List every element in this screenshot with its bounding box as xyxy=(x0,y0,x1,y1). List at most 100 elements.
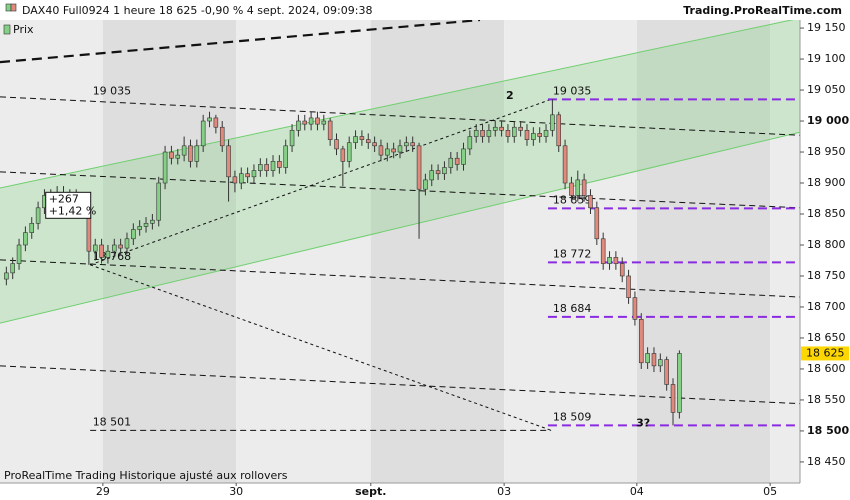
candle-body xyxy=(334,139,339,150)
x-tick-label: 30 xyxy=(229,485,243,498)
candle-body xyxy=(505,130,511,137)
candle-body xyxy=(156,182,161,221)
candle-body xyxy=(442,167,447,175)
candle-body xyxy=(594,207,600,240)
y-tick-label: 18 850 xyxy=(807,207,846,220)
y-tick-label: 19 150 xyxy=(807,21,846,34)
y-tick-label: 18 500 xyxy=(807,424,849,437)
y-tick-label: 18 450 xyxy=(807,455,846,468)
y-tick-label: 19 100 xyxy=(807,52,846,65)
candle-body xyxy=(651,353,657,367)
candle-body xyxy=(391,148,396,153)
candle-body xyxy=(645,353,650,364)
candle-body xyxy=(162,151,168,184)
candle-body xyxy=(550,114,555,131)
level-label: 18 859 xyxy=(553,193,592,206)
candle-body xyxy=(213,117,219,128)
y-tick-label: 18 750 xyxy=(807,269,846,282)
x-tick-label: 05 xyxy=(763,485,777,498)
chart-title: DAX40 Full0924 1 heure 18 625 -0,90 % 4 … xyxy=(22,4,372,17)
candle-body xyxy=(512,126,517,137)
candle-body xyxy=(658,359,663,367)
legend-swatch xyxy=(3,24,11,35)
line-label: 18 768 xyxy=(93,250,132,263)
candle-body xyxy=(188,145,193,162)
change-text: +1,42 % xyxy=(49,204,97,217)
candle-body xyxy=(359,136,365,140)
change-box xyxy=(45,191,92,219)
level-label: 18 684 xyxy=(553,302,592,315)
candle-body xyxy=(92,244,98,252)
candle-body xyxy=(435,170,441,175)
footer: ProRealTime Trading Historique ajusté au… xyxy=(4,469,288,482)
candle-body xyxy=(105,250,111,258)
candle-body xyxy=(632,297,638,320)
day-band xyxy=(236,20,371,483)
candle-body xyxy=(296,120,301,131)
candle-body xyxy=(245,173,250,178)
candle-body xyxy=(251,170,257,178)
annotation: 2 xyxy=(506,89,514,102)
candle-body xyxy=(499,126,504,131)
x-tick-label: 29 xyxy=(96,485,110,498)
candle-body xyxy=(454,157,460,165)
candle-body xyxy=(10,263,15,274)
y-tick-label: 18 700 xyxy=(807,300,846,313)
candle-body xyxy=(346,142,352,162)
candle-body xyxy=(207,117,212,122)
plot-area: 19 035 18 859 18 772 18 684 18 509 19 035 18 7… xyxy=(0,20,800,483)
y-tick-label: 18 950 xyxy=(807,145,846,158)
candle-body xyxy=(124,238,130,249)
candle-body xyxy=(429,170,435,181)
candle-body xyxy=(232,176,238,184)
candle-body xyxy=(226,145,231,178)
candle-body xyxy=(372,142,377,147)
candle-body xyxy=(264,164,269,171)
candle-body xyxy=(467,136,473,150)
candle-body xyxy=(518,126,523,131)
x-tick-label: 03 xyxy=(497,485,511,498)
candle-body xyxy=(289,130,295,147)
candle-body xyxy=(277,161,282,168)
candle-body xyxy=(270,161,276,171)
candle-body xyxy=(600,238,606,264)
trendline xyxy=(0,96,800,136)
candle-body xyxy=(200,120,206,147)
candle-body xyxy=(537,133,542,137)
candle-body xyxy=(569,182,574,196)
candle-body xyxy=(112,244,117,252)
level-label: 18 772 xyxy=(553,247,592,260)
candle-body xyxy=(664,359,669,385)
logo-up xyxy=(5,3,12,12)
day-band xyxy=(770,20,800,483)
candle-body xyxy=(404,142,409,147)
trendline xyxy=(0,171,800,209)
logo-down xyxy=(10,3,17,12)
candle-body xyxy=(480,130,485,137)
price-tag-label: 18 625 xyxy=(806,346,845,359)
annotation: 3? xyxy=(636,416,650,429)
y-tick-label: 19 000 xyxy=(807,114,849,127)
legend-label: Prix xyxy=(13,23,34,36)
x-tick-label: sept. xyxy=(355,485,386,498)
candle-body xyxy=(99,244,104,258)
candle-body xyxy=(353,136,358,144)
line-label: 18 501 xyxy=(93,415,132,428)
candle-body xyxy=(531,133,536,140)
trendline xyxy=(89,98,552,266)
channel-line xyxy=(0,20,794,189)
y-tick-label: 18 800 xyxy=(807,238,846,251)
candle-body xyxy=(639,319,644,364)
channel-line xyxy=(0,131,800,324)
price-tag xyxy=(801,346,849,361)
candle-body xyxy=(410,142,415,147)
candle-body xyxy=(619,263,625,277)
day-band xyxy=(102,20,237,483)
candle-body xyxy=(194,145,200,162)
candle-body xyxy=(461,148,466,165)
candle-body xyxy=(385,148,390,156)
y-tick-label: 19 050 xyxy=(807,83,846,96)
day-band xyxy=(504,20,637,483)
candle-body xyxy=(118,244,123,249)
